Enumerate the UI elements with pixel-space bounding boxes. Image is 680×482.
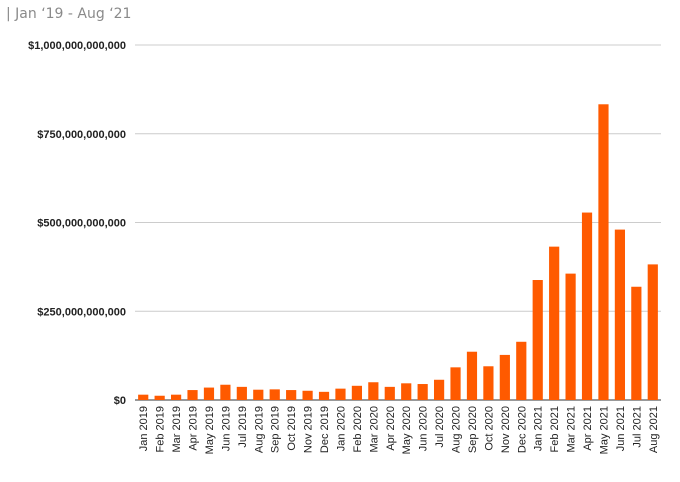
bar: [286, 390, 297, 400]
chart-subtitle: | Jan ‘19 - Aug ‘21: [6, 6, 132, 22]
bar: [368, 382, 379, 400]
x-tick-label: Nov 2019: [303, 406, 315, 453]
bar: [433, 379, 445, 400]
x-tick-label: Jul 2020: [434, 406, 446, 448]
y-axis-labels: $0 $250,000,000,000 $500,000,000,000 $750,0…: [28, 40, 126, 407]
x-tick-label: May 2021: [598, 406, 610, 454]
bar: [466, 351, 478, 400]
y-tick-label: $0: [114, 395, 126, 407]
bar: [565, 273, 576, 400]
bar: [598, 104, 609, 400]
x-tick-label: May 2020: [401, 406, 413, 454]
bar: [614, 229, 626, 400]
x-tick-label: Jan 2020: [335, 406, 347, 451]
x-tick-label: Mar 2020: [368, 406, 380, 452]
bar: [450, 367, 461, 400]
bar: [269, 389, 280, 400]
x-tick-label: Jun 2020: [418, 406, 430, 451]
bar: [318, 391, 330, 400]
x-axis-labels: Jan 2019 Feb 2019 Mar 2019 Apr 2019 May 2019…: [138, 406, 660, 454]
x-tick-label: Feb 2020: [352, 406, 364, 452]
y-tick-label: $500,000,000,000: [37, 218, 126, 230]
y-tick-label: $250,000,000,000: [37, 306, 126, 318]
bar: [499, 354, 510, 400]
bar: [516, 341, 527, 400]
x-tick-label: Nov 2020: [500, 406, 512, 453]
x-tick-label: Mar 2019: [171, 406, 183, 452]
bar: [236, 386, 247, 400]
x-tick-label: Sep 2020: [467, 406, 479, 453]
bar: [401, 383, 412, 400]
bar: [170, 394, 182, 400]
bar: [187, 390, 198, 400]
x-tick-label: Dec 2020: [516, 406, 528, 453]
x-tick-label: Aug 2019: [253, 406, 265, 453]
x-tick-label: Jan 2021: [533, 406, 545, 451]
x-tick-label: Jul 2019: [237, 406, 249, 448]
bar: [532, 280, 543, 400]
x-tick-label: May 2019: [204, 406, 216, 454]
bar: [483, 366, 494, 400]
x-tick-label: Aug 2021: [648, 406, 660, 453]
bar: [417, 384, 428, 400]
y-tick-label: $750,000,000,000: [37, 129, 126, 141]
x-tick-label: Dec 2019: [319, 406, 331, 453]
x-tick-label: Jan 2019: [138, 406, 150, 451]
bars: [138, 104, 658, 400]
x-tick-label: Apr 2019: [188, 406, 200, 451]
bar: [549, 246, 560, 400]
y-tick-label: $1,000,000,000,000: [28, 40, 126, 52]
x-tick-label: Apr 2020: [385, 406, 397, 451]
bar: [203, 387, 215, 400]
x-tick-label: Jul 2021: [631, 406, 643, 448]
x-tick-label: Aug 2020: [451, 406, 463, 453]
x-tick-label: Oct 2020: [483, 406, 495, 451]
bar: [154, 395, 165, 400]
x-tick-label: Jun 2021: [615, 406, 627, 451]
bar: [138, 394, 149, 400]
x-tick-label: Jun 2019: [220, 406, 232, 451]
bar: [253, 389, 264, 400]
x-tick-label: Oct 2019: [286, 406, 298, 451]
x-tick-label: Sep 2019: [270, 406, 282, 453]
bar: [335, 388, 346, 400]
bar: [581, 212, 593, 400]
bar: [384, 386, 395, 400]
x-tick-label: Apr 2021: [582, 406, 594, 451]
bar: [647, 264, 658, 400]
bar: [220, 384, 231, 400]
bar: [631, 286, 642, 400]
bar: [351, 385, 363, 400]
x-tick-label: Feb 2019: [155, 406, 167, 452]
bar: [302, 390, 313, 400]
x-tick-label: Feb 2021: [549, 406, 561, 452]
x-tick-label: Mar 2021: [566, 406, 578, 452]
